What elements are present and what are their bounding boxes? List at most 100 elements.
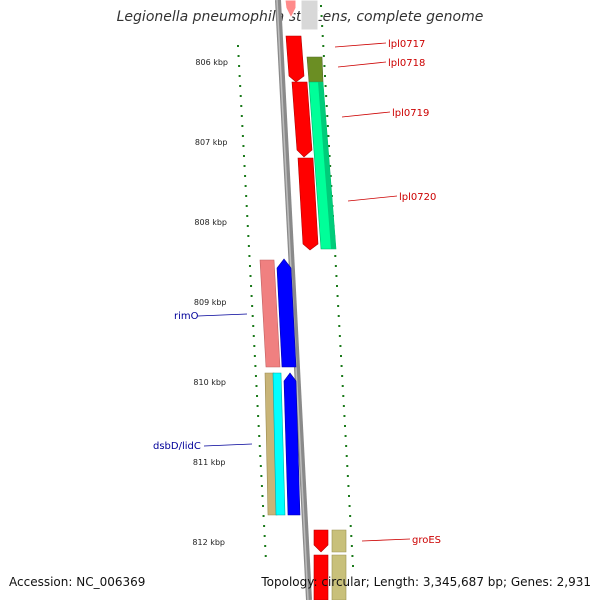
gene-rimO[interactable] xyxy=(259,259,281,368)
ruler-minor-tick xyxy=(345,445,348,447)
ruler-minor-tick xyxy=(327,135,330,137)
ruler-minor-tick xyxy=(344,425,346,427)
leader-lpl0719 xyxy=(341,111,391,118)
label-groES[interactable]: groES xyxy=(412,535,441,546)
ruler-minor-tick xyxy=(240,105,243,107)
ruler-minor-tick xyxy=(263,525,266,527)
gene-groEL xyxy=(313,554,329,600)
ruler-minor-tick xyxy=(260,475,263,477)
ruler-label: 810 kbp xyxy=(193,378,226,387)
gene-khaki-1 xyxy=(331,529,347,553)
label-lpl0720[interactable]: lpl0720 xyxy=(399,192,436,203)
label-lpl0719[interactable]: lpl0719 xyxy=(392,108,429,119)
ruler-minor-tick xyxy=(245,205,248,207)
genome-title: Legionella pneumophila str. Lens, comple… xyxy=(116,9,484,25)
ruler-minor-tick xyxy=(245,195,248,197)
ruler-minor-tick xyxy=(250,295,253,297)
accession-text: Accession: NC_006369 xyxy=(9,575,146,589)
leader-groES xyxy=(361,538,411,542)
ruler-minor-tick xyxy=(351,555,354,557)
ruler-minor-tick xyxy=(322,45,325,47)
ruler-minor-tick xyxy=(348,495,350,497)
ruler-minor-tick xyxy=(258,445,261,447)
ruler-minor-tick xyxy=(320,15,323,17)
ruler-minor-tick xyxy=(243,165,246,167)
ruler-minor-tick xyxy=(325,95,328,97)
gene-lpl0720-shade xyxy=(318,82,336,249)
ruler-minor-tick xyxy=(340,365,343,367)
ruler-minor-tick xyxy=(350,535,353,537)
ruler-minor-tick xyxy=(262,505,265,507)
gene-lpl0717[interactable] xyxy=(285,35,305,83)
gene-lpl0718[interactable] xyxy=(306,56,324,83)
ruler-minor-tick xyxy=(344,435,347,437)
ruler-minor-tick xyxy=(342,405,345,407)
ruler-minor-tick xyxy=(242,145,245,147)
ruler-minor-tick xyxy=(342,395,345,397)
gene-lpl0719[interactable] xyxy=(291,81,313,158)
ruler-minor-tick xyxy=(325,105,328,107)
gene-groES[interactable] xyxy=(313,529,329,553)
ruler-minor-tick xyxy=(253,355,256,357)
ruler-minor-tick xyxy=(338,335,341,337)
ruler-minor-tick xyxy=(340,355,342,357)
ruler-ticks xyxy=(237,5,354,567)
ruler-minor-tick xyxy=(264,545,267,547)
ruler-minor-tick xyxy=(329,165,332,167)
ruler-minor-tick xyxy=(254,375,257,377)
ruler-minor-tick xyxy=(259,455,262,457)
label-lpl0718[interactable]: lpl0718 xyxy=(388,58,425,69)
ruler-minor-tick xyxy=(324,85,327,87)
ruler-label: 809 kbp xyxy=(194,298,227,307)
ruler-minor-tick xyxy=(248,255,251,257)
ruler-minor-tick xyxy=(251,305,254,307)
label-dsbD-lidC[interactable]: dsbD/lidC xyxy=(153,441,201,452)
ruler-minor-tick xyxy=(258,435,261,437)
ruler-minor-tick xyxy=(323,65,326,67)
topology-text: Topology: circular; Length: 3,345,687 bp… xyxy=(261,575,591,589)
ruler-minor-tick xyxy=(260,485,263,487)
ruler-minor-tick xyxy=(248,265,251,267)
gene-lpl0719b[interactable] xyxy=(297,157,319,251)
label-lpl0717[interactable]: lpl0717 xyxy=(388,39,425,50)
ruler-minor-tick xyxy=(252,325,255,327)
gene-top-faded-red xyxy=(284,0,297,20)
ruler-minor-tick xyxy=(249,275,252,277)
ruler-minor-tick xyxy=(347,485,350,487)
ruler-minor-tick xyxy=(263,535,266,537)
ruler-minor-tick xyxy=(322,55,325,57)
ruler-minor-tick xyxy=(348,505,351,507)
ruler-minor-tick xyxy=(345,455,348,457)
gene-cyan xyxy=(272,372,286,516)
leader-lpl0718 xyxy=(337,61,387,68)
ruler-minor-tick xyxy=(349,525,352,527)
ruler-minor-tick xyxy=(321,35,324,37)
ruler-minor-tick xyxy=(241,125,244,127)
leader-lpl0720 xyxy=(347,195,398,202)
genome-backbone xyxy=(275,0,312,600)
ruler-label: 811 kbp xyxy=(193,458,226,467)
ruler-minor-tick xyxy=(261,495,264,497)
ruler-minor-tick xyxy=(241,135,244,137)
ruler-minor-tick xyxy=(264,555,267,557)
ruler-minor-tick xyxy=(237,55,240,57)
ruler-minor-tick xyxy=(328,145,330,147)
ruler-minor-tick xyxy=(247,235,250,237)
ruler-minor-tick xyxy=(349,515,352,517)
ruler-minor-tick xyxy=(352,565,354,567)
ruler-label: 812 kbp xyxy=(192,538,225,547)
ruler-minor-tick xyxy=(239,85,242,87)
ruler-minor-tick xyxy=(238,65,241,67)
ruler-minor-tick xyxy=(246,225,249,227)
ruler-minor-tick xyxy=(237,45,239,47)
ruler-minor-tick xyxy=(341,385,344,387)
label-rimO[interactable]: rimO xyxy=(174,311,199,322)
ruler-minor-tick xyxy=(336,285,338,287)
ruler-label: 806 kbp xyxy=(195,58,228,67)
ruler-minor-tick xyxy=(346,475,349,477)
ruler-label: 807 kbp xyxy=(195,138,228,147)
ruler-minor-tick xyxy=(350,545,353,547)
ruler-label: 808 kbp xyxy=(194,218,227,227)
gene-blue-lower xyxy=(283,372,301,516)
